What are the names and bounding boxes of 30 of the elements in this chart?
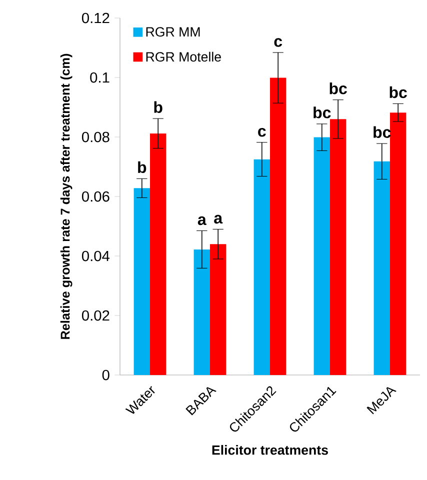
annotation: bc [314,106,331,118]
y-tick-label: 0 [102,370,110,380]
x-axis-title: Elicitor treatments [212,445,328,455]
legend-label: RGR MM [146,27,200,37]
annotation: b [138,161,146,174]
bar [254,159,270,375]
y-axis-title: Relative growth rate 7 days after treatment (cm) [60,54,72,339]
bar [150,133,166,375]
y-tick-label: 0.1 [90,72,110,83]
y-tick-label: 0.02 [82,310,110,321]
bar [210,244,226,375]
bar [194,249,210,375]
bar [134,188,150,375]
bar [374,161,390,375]
y-tick-label: 0.04 [82,250,110,262]
annotation: b [154,101,162,113]
bar [330,119,346,375]
bar [314,137,330,375]
annotation: c [258,128,266,137]
annotation: bc [330,82,348,94]
y-tick-label: 0.12 [82,12,110,24]
legend-label: RGR Motelle [146,52,222,62]
y-tick-label: 0.06 [82,191,110,202]
annotation: a [198,216,207,226]
annotation: bc [390,86,408,98]
bar [390,112,406,375]
y-tick-label: 0.08 [82,132,110,142]
annotation: c [274,38,282,47]
annotation: a [214,214,223,224]
bar [270,78,286,375]
